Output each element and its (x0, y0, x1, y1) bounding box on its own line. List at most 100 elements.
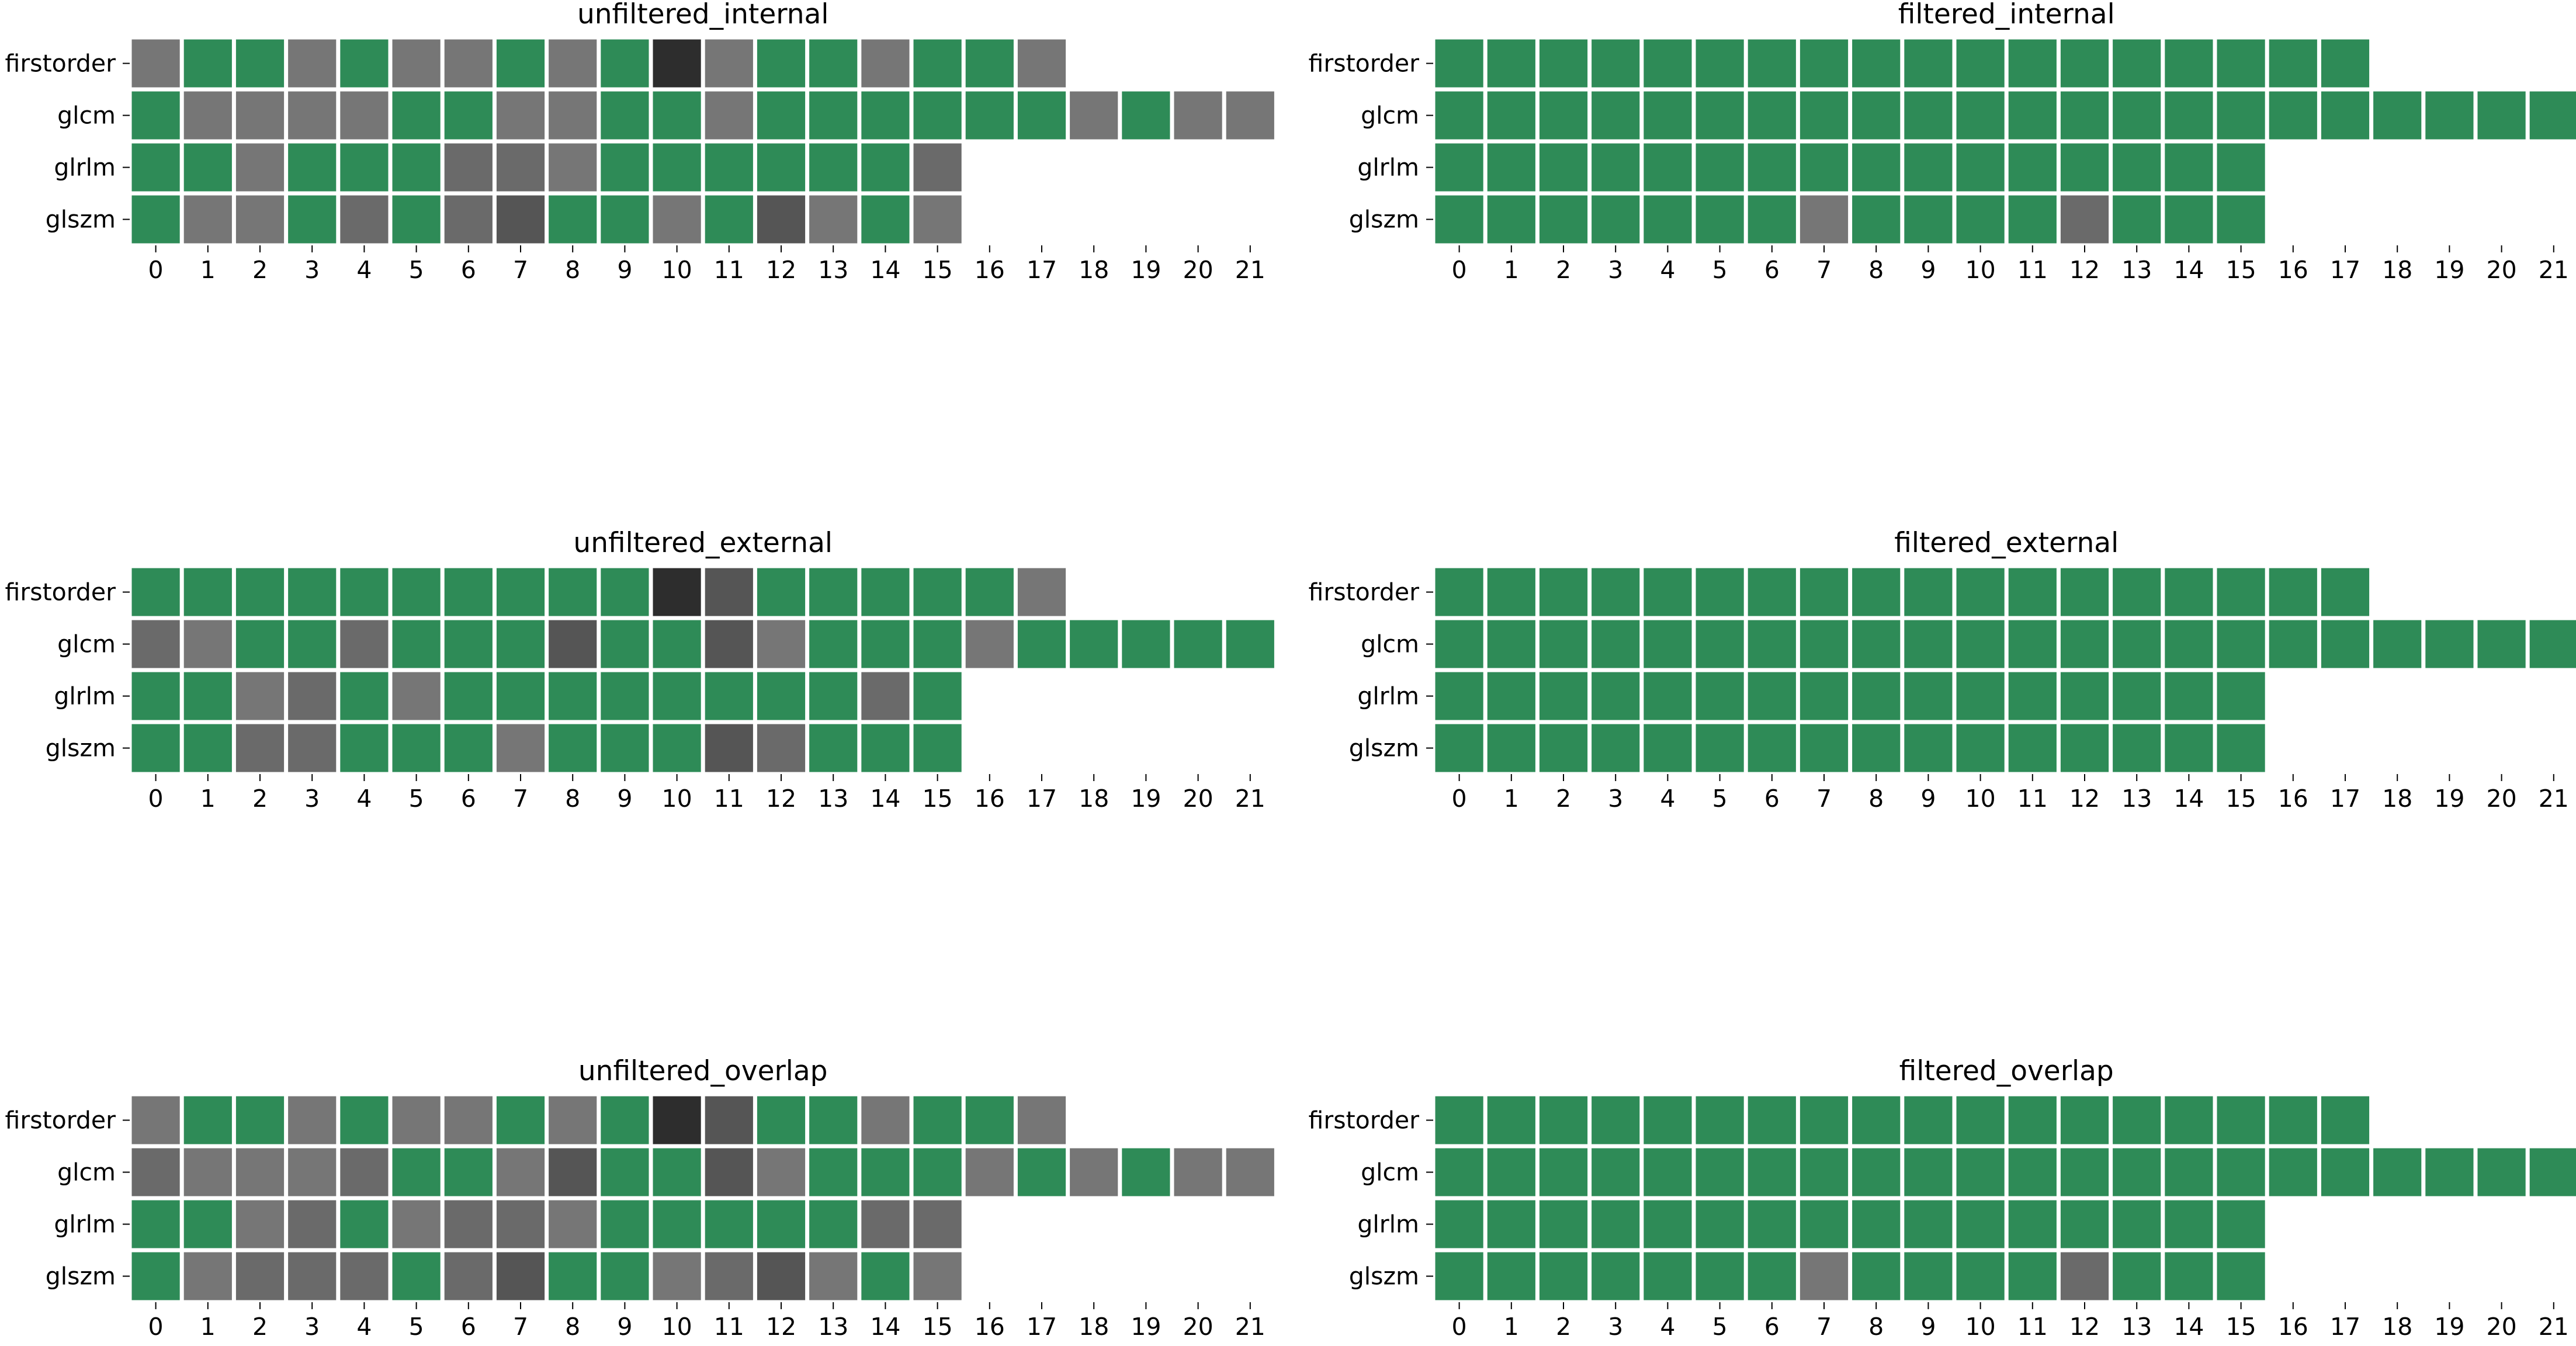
heatmap-cell (757, 143, 806, 192)
heatmap-cell (2425, 620, 2474, 668)
heatmap-cell (2008, 39, 2057, 88)
x-tick-label: 7 (513, 256, 528, 284)
x-tick-label: 21 (1235, 785, 1266, 813)
heatmap-cell (861, 91, 910, 140)
y-tick-label: glszm (1349, 1262, 1419, 1291)
x-tick-label: 0 (148, 256, 164, 284)
heatmap-cell (2165, 672, 2213, 720)
x-tick-label: 3 (1608, 785, 1623, 813)
heatmap-cell (601, 672, 649, 720)
heatmap-cell (809, 568, 858, 616)
x-tick-label: 16 (975, 256, 1005, 284)
heatmap-cell (965, 91, 1014, 140)
x-tick-label: 1 (200, 785, 216, 813)
heatmap-cell (235, 620, 285, 668)
heatmap-cell (2060, 195, 2109, 244)
heatmap-cell (913, 1096, 962, 1144)
heatmap-cell (1592, 143, 1640, 192)
heatmap-cell (2477, 620, 2526, 668)
heatmap-cell (757, 195, 806, 244)
heatmap-cell (131, 1200, 180, 1248)
heatmap-cell (1487, 195, 1535, 244)
x-tick-label: 18 (1079, 1313, 1109, 1341)
y-tick-label: glszm (1349, 734, 1419, 762)
heatmap-cell (2321, 39, 2370, 88)
heatmap-cell (2113, 672, 2161, 720)
heatmap-cell (861, 724, 910, 772)
heatmap-cell (392, 1148, 441, 1196)
heatmap-cell (1748, 1200, 1796, 1248)
heatmap-cell (444, 39, 493, 88)
x-tick-label: 7 (513, 1313, 528, 1341)
heatmap-cell (392, 1252, 441, 1300)
y-tick-label: glszm (46, 206, 116, 234)
heatmap-cell (2060, 1096, 2109, 1144)
x-tick-label: 12 (2069, 256, 2100, 284)
heatmap-cell (601, 724, 649, 772)
x-tick-label: 20 (1183, 1313, 1214, 1341)
x-tick-label: 9 (1920, 1313, 1936, 1341)
heatmap-cell (131, 724, 180, 772)
x-tick-label: 6 (1764, 1313, 1780, 1341)
heatmap-cell (1852, 1096, 1901, 1144)
heatmap-cell (705, 1148, 753, 1196)
heatmap-cell (1956, 1148, 2005, 1196)
y-tick-label: glrlm (1357, 154, 1419, 182)
heatmap-cell (183, 1096, 232, 1144)
x-tick-label: 20 (2487, 1313, 2517, 1341)
heatmap-cell (183, 91, 232, 140)
heatmap-cell (2060, 1200, 2109, 1248)
x-tick-label: 8 (565, 785, 580, 813)
x-tick-label: 16 (2278, 1313, 2308, 1341)
heatmap-cell (340, 1096, 389, 1144)
x-tick-label: 10 (662, 256, 692, 284)
heatmap-cell (1435, 195, 1483, 244)
heatmap-cell (235, 195, 285, 244)
heatmap-cell (1017, 1096, 1066, 1144)
x-tick-label: 8 (565, 1313, 580, 1341)
heatmap-cell (1852, 143, 1901, 192)
heatmap-panel-filtered_overlap: filtered_overlap firstorder glcm glrlm glszm… (1309, 1055, 2576, 1341)
heatmap-cell (2529, 91, 2576, 140)
x-tick-label: 17 (1027, 1313, 1057, 1341)
heatmap-cell (2529, 620, 2576, 668)
heatmap-cell (288, 620, 337, 668)
heatmap-cell (1017, 1148, 1066, 1196)
heatmap-cell (392, 568, 441, 616)
heatmap-cell (235, 143, 285, 192)
heatmap-cell (1904, 672, 1953, 720)
x-tick-label: 1 (1504, 1313, 1519, 1341)
heatmap-cell (1539, 1252, 1588, 1300)
heatmap-cell (1644, 724, 1692, 772)
heatmap-cell (1644, 1096, 1692, 1144)
heatmap-cell (601, 1200, 649, 1248)
heatmap-cell (2060, 568, 2109, 616)
heatmap-cell (1539, 568, 1588, 616)
heatmap-cell (496, 1148, 545, 1196)
heatmap-cell (340, 724, 389, 772)
heatmap-cell (2113, 620, 2161, 668)
heatmap-cell (340, 195, 389, 244)
heatmap-cell (2113, 143, 2161, 192)
heatmap-panel-filtered_external: filtered_external firstorder glcm glrlm glsz… (1309, 527, 2576, 813)
heatmap-cell (1748, 1096, 1796, 1144)
heatmap-cell (1592, 1096, 1640, 1144)
heatmap-cell (653, 143, 701, 192)
heatmap-cell (1487, 568, 1535, 616)
heatmap-cell (601, 195, 649, 244)
heatmap-cell (2060, 91, 2109, 140)
heatmap-cell (235, 39, 285, 88)
heatmap-cell (1748, 1252, 1796, 1300)
heatmap-cell (444, 1200, 493, 1248)
heatmap-cell (1017, 91, 1066, 140)
heatmap-cell (1852, 672, 1901, 720)
heatmap-cell (1592, 1200, 1640, 1248)
x-tick-label: 15 (923, 256, 953, 284)
heatmap-cell (705, 39, 753, 88)
x-tick-label: 10 (662, 1313, 692, 1341)
heatmap-cell (653, 1252, 701, 1300)
heatmap-cell (2425, 1148, 2474, 1196)
heatmap-cell (913, 672, 962, 720)
